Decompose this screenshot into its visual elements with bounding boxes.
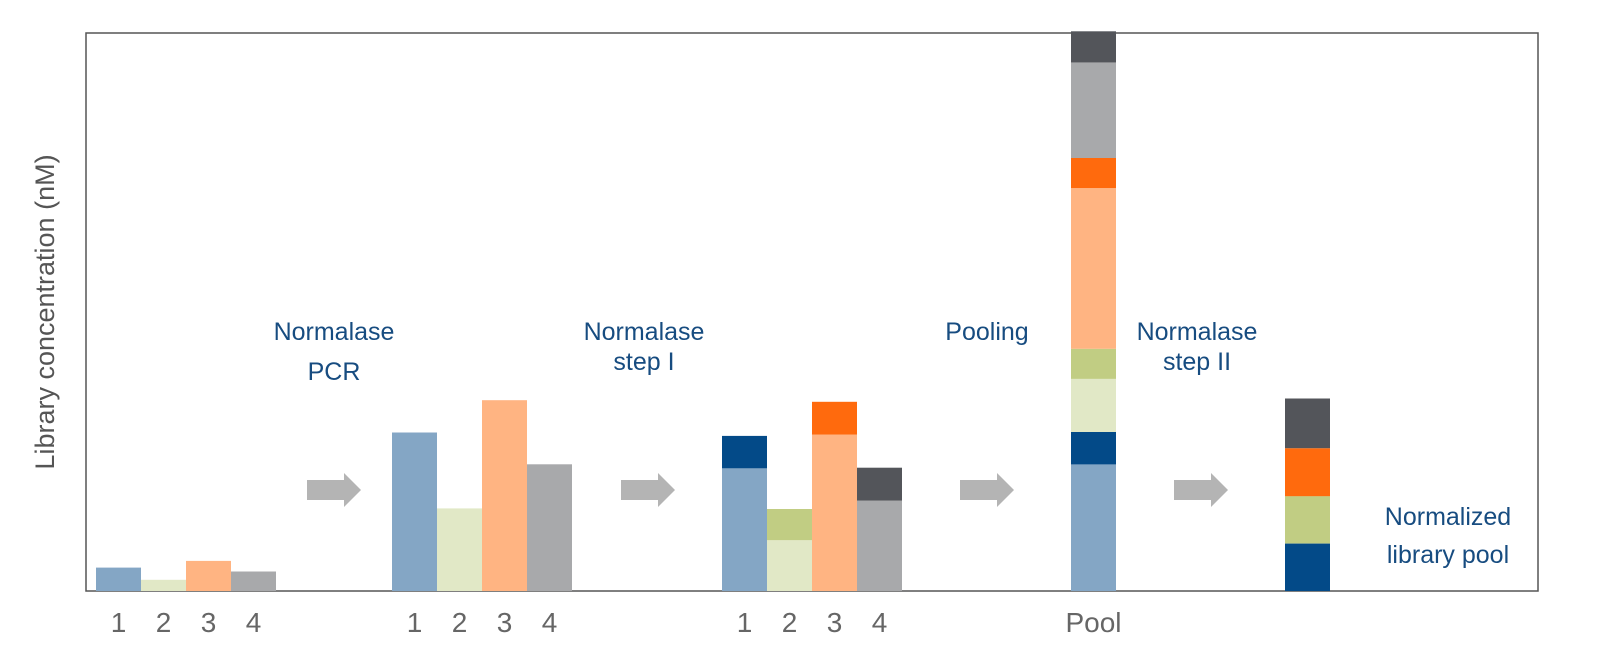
step-arrow-icon	[621, 473, 675, 507]
bar-segment-2-0	[141, 579, 186, 591]
bar-group-after-normalase-pcr	[392, 400, 572, 591]
bar-segment-2-1	[767, 509, 812, 541]
step-arrow-icon	[960, 473, 1014, 507]
end-label: library pool	[1387, 541, 1509, 569]
step-label: step I	[613, 348, 674, 376]
bar-segment-4-1	[857, 467, 902, 501]
bar-segment-3-0	[812, 434, 857, 591]
bar-segment-3-0	[482, 400, 527, 591]
x-tick-label: 1	[737, 607, 753, 638]
bar-segment-4-0	[231, 571, 276, 591]
bar-segment-Pool-0	[1071, 464, 1116, 591]
step-label: Normalase	[274, 318, 395, 346]
step-arrows-layer	[307, 473, 1228, 507]
bars-layer	[96, 31, 1330, 591]
bar-segment-Pool-5	[1071, 158, 1116, 189]
x-tick-label: 2	[156, 607, 172, 638]
step-label: step II	[1163, 348, 1231, 376]
x-tick-label: Pool	[1065, 607, 1121, 638]
x-tick-label: 4	[872, 607, 888, 638]
bar-segment-Pool-7	[1071, 31, 1116, 63]
bar-segment-1-0	[392, 432, 437, 591]
bar-segment-Pool-2	[1071, 379, 1116, 432]
bar-group-after-normalase-step-1	[722, 401, 902, 591]
step-label: Normalase	[1137, 318, 1258, 346]
bar-segment-normalized-0	[1285, 543, 1330, 591]
step-arrow-icon	[1174, 473, 1228, 507]
end-label: Normalized	[1385, 503, 1511, 531]
bar-segment-Pool-4	[1071, 188, 1116, 349]
bar-segment-Pool-1	[1071, 432, 1116, 465]
end-label-layer: Normalized library pool	[1385, 503, 1511, 569]
bar-segment-1-0	[96, 567, 141, 591]
x-tick-label: 4	[542, 607, 558, 638]
bar-segment-1-1	[722, 435, 767, 469]
step-label: Pooling	[945, 318, 1028, 346]
bar-segment-normalized-1	[1285, 496, 1330, 544]
step-label: Normalase	[584, 318, 705, 346]
bar-segment-1-0	[722, 468, 767, 591]
x-tick-label: 1	[111, 607, 127, 638]
bar-segment-2-0	[767, 540, 812, 591]
bar-segment-normalized-2	[1285, 448, 1330, 497]
y-axis-label: Library concentration (nM)	[30, 154, 60, 469]
x-tick-label: 4	[246, 607, 262, 638]
x-tick-label: 3	[497, 607, 513, 638]
step-arrow-icon	[307, 473, 361, 507]
step-label: PCR	[308, 358, 361, 386]
bar-group-initial	[96, 560, 276, 591]
tick-labels-layer: 1 2 3 4 1 2 3 4 1 2 3 4 Pool	[111, 607, 1122, 638]
bar-segment-Pool-6	[1071, 62, 1116, 158]
bar-segment-4-0	[857, 500, 902, 591]
x-tick-label: 3	[201, 607, 217, 638]
x-tick-label: 1	[407, 607, 423, 638]
bar-segment-2-0	[437, 508, 482, 591]
x-tick-label: 3	[827, 607, 843, 638]
bar-segment-3-1	[812, 401, 857, 435]
bar-group-normalized	[1285, 398, 1330, 591]
x-tick-label: 2	[452, 607, 468, 638]
bar-segment-3-0	[186, 560, 231, 591]
bar-segment-Pool-3	[1071, 348, 1116, 379]
bar-segment-4-0	[527, 464, 572, 591]
bar-group-pooled	[1071, 31, 1116, 591]
bar-segment-normalized-3	[1285, 398, 1330, 449]
x-tick-label: 2	[782, 607, 798, 638]
